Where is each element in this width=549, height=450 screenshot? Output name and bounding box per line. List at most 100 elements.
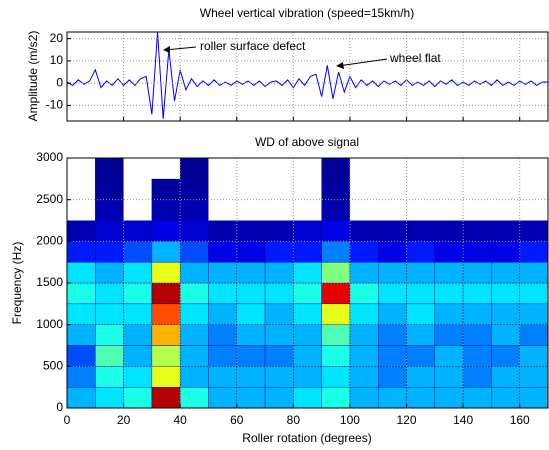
heat-cell [264, 282, 294, 305]
heat-cell [491, 345, 520, 367]
heat-cell [519, 261, 549, 284]
heat-cell [406, 282, 436, 305]
heat-cell [293, 178, 322, 200]
heat-cell [321, 220, 351, 242]
heat-cell [406, 241, 436, 263]
x-tick-label: 140 [453, 413, 473, 427]
heat-cell [208, 178, 237, 200]
heat-cell [349, 282, 379, 305]
top-title: Wheel vertical vibration (speed=15km/h) [200, 6, 414, 20]
heat-cell [208, 324, 237, 346]
heat-cell [491, 178, 520, 200]
heat-cell [293, 158, 322, 179]
x-tick-label: 60 [230, 413, 244, 427]
heat-cell [179, 199, 209, 221]
y-tick-label: 1000 [36, 317, 63, 331]
heat-cell [349, 220, 379, 242]
heat-cell [95, 241, 124, 263]
heat-cell [95, 386, 124, 409]
heat-cell [179, 220, 209, 242]
heat-cell [67, 178, 96, 200]
heat-cell [519, 199, 548, 221]
heat-cell [66, 345, 96, 367]
y-tick-label: 1500 [36, 275, 63, 289]
y-tick-label: 2500 [36, 192, 63, 206]
heat-cell [95, 303, 124, 325]
heat-cell [519, 324, 549, 346]
heat-cell [66, 241, 96, 263]
bottom-y-label: Frequency (Hz) [10, 242, 24, 325]
heat-cell [95, 324, 124, 346]
heat-cell [123, 324, 153, 346]
heat-cell [462, 241, 492, 263]
heat-cell [434, 282, 464, 305]
x-tick-label: 100 [340, 413, 360, 427]
heat-cell [519, 366, 549, 388]
heat-cell [179, 345, 209, 367]
heat-cell [406, 220, 436, 242]
heat-cell [95, 178, 124, 200]
heat-cell [378, 282, 407, 305]
heat-cell [434, 158, 464, 179]
heat-cell [151, 220, 181, 242]
heat-cell [406, 303, 436, 325]
y-tick-label: 10 [50, 53, 64, 67]
heat-cell [519, 158, 548, 179]
heat-cell [208, 241, 237, 263]
heat-cell [264, 241, 294, 263]
heat-cell [463, 178, 492, 200]
top-y-label: Amplitude (m/s2) [26, 31, 40, 122]
heat-cell [462, 386, 492, 409]
annotation-arrow [337, 58, 388, 67]
heat-cell [406, 366, 436, 388]
heat-cell [519, 220, 549, 242]
heat-cell [95, 261, 124, 284]
heat-cell [236, 366, 266, 388]
heat-cell [491, 386, 520, 409]
heat-cell [66, 303, 96, 325]
heat-cell [208, 386, 237, 409]
x-tick-label: 0 [64, 413, 71, 427]
heat-cell [95, 199, 124, 221]
x-tick-label: 160 [510, 413, 530, 427]
heat-cell [208, 158, 237, 179]
heat-cell [349, 303, 379, 325]
heat-cell [123, 220, 153, 242]
heat-cell [179, 241, 209, 263]
heat-cell [293, 261, 322, 284]
heat-cell [406, 261, 436, 284]
heat-cell [265, 178, 294, 200]
heat-cell [321, 282, 351, 305]
heat-cell [378, 158, 407, 179]
y-tick-label: 0 [56, 75, 63, 89]
heat-cell [151, 199, 181, 221]
heat-cell [491, 220, 520, 242]
heat-cell [406, 386, 436, 409]
heat-cell [519, 303, 549, 325]
heat-cell [462, 282, 492, 305]
heat-cell [349, 366, 379, 388]
heat-cell [321, 261, 351, 284]
heat-cell [462, 261, 492, 284]
heat-cell [208, 199, 237, 221]
signal-line [66, 31, 548, 119]
arrow-head [163, 46, 170, 53]
heat-cell [264, 303, 294, 325]
heat-cell [349, 324, 379, 346]
heat-cell [434, 366, 464, 388]
heat-cell [434, 261, 464, 284]
heat-cell [66, 386, 96, 409]
heat-cell [151, 261, 181, 284]
heat-cell [123, 241, 153, 263]
heat-cell [293, 199, 322, 221]
heat-cell [463, 199, 492, 221]
heat-cell [236, 220, 266, 242]
heat-cell [519, 178, 548, 200]
heat-cell [66, 324, 96, 346]
x-label: Roller rotation (degrees) [242, 431, 371, 445]
heat-cell [463, 158, 492, 179]
heat-cell [293, 345, 322, 367]
heat-cell [123, 199, 152, 221]
heat-cell [434, 386, 464, 409]
